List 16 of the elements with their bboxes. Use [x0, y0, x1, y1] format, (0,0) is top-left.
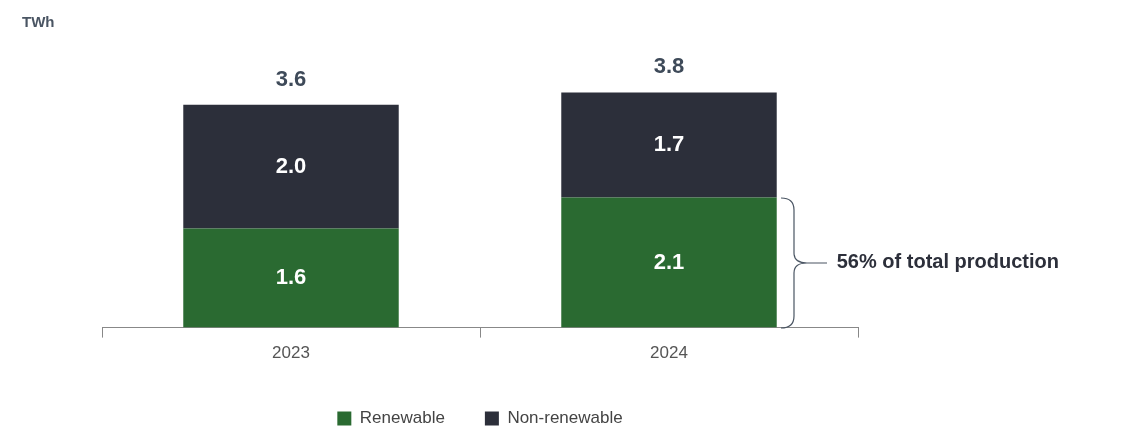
total-label: 3.8: [653, 53, 685, 79]
bar: [183, 228, 399, 328]
total-label: 3.6: [275, 65, 307, 91]
x-tick-label: 2024: [650, 343, 688, 363]
data-label: 2.0: [275, 152, 307, 178]
legend-label: Non-renewable: [507, 408, 623, 428]
legend-label: Renewable: [359, 408, 445, 428]
bar: [561, 197, 777, 328]
data-label: 1.6: [275, 264, 307, 290]
data-label: 1.7: [653, 131, 685, 157]
data-label: 2.1: [653, 248, 685, 274]
bar: [561, 92, 777, 198]
bar: [183, 104, 399, 229]
x-tick-label: 2023: [272, 343, 310, 363]
text: TWh: [22, 12, 55, 30]
annotation: 56% of total production: [836, 250, 1059, 273]
